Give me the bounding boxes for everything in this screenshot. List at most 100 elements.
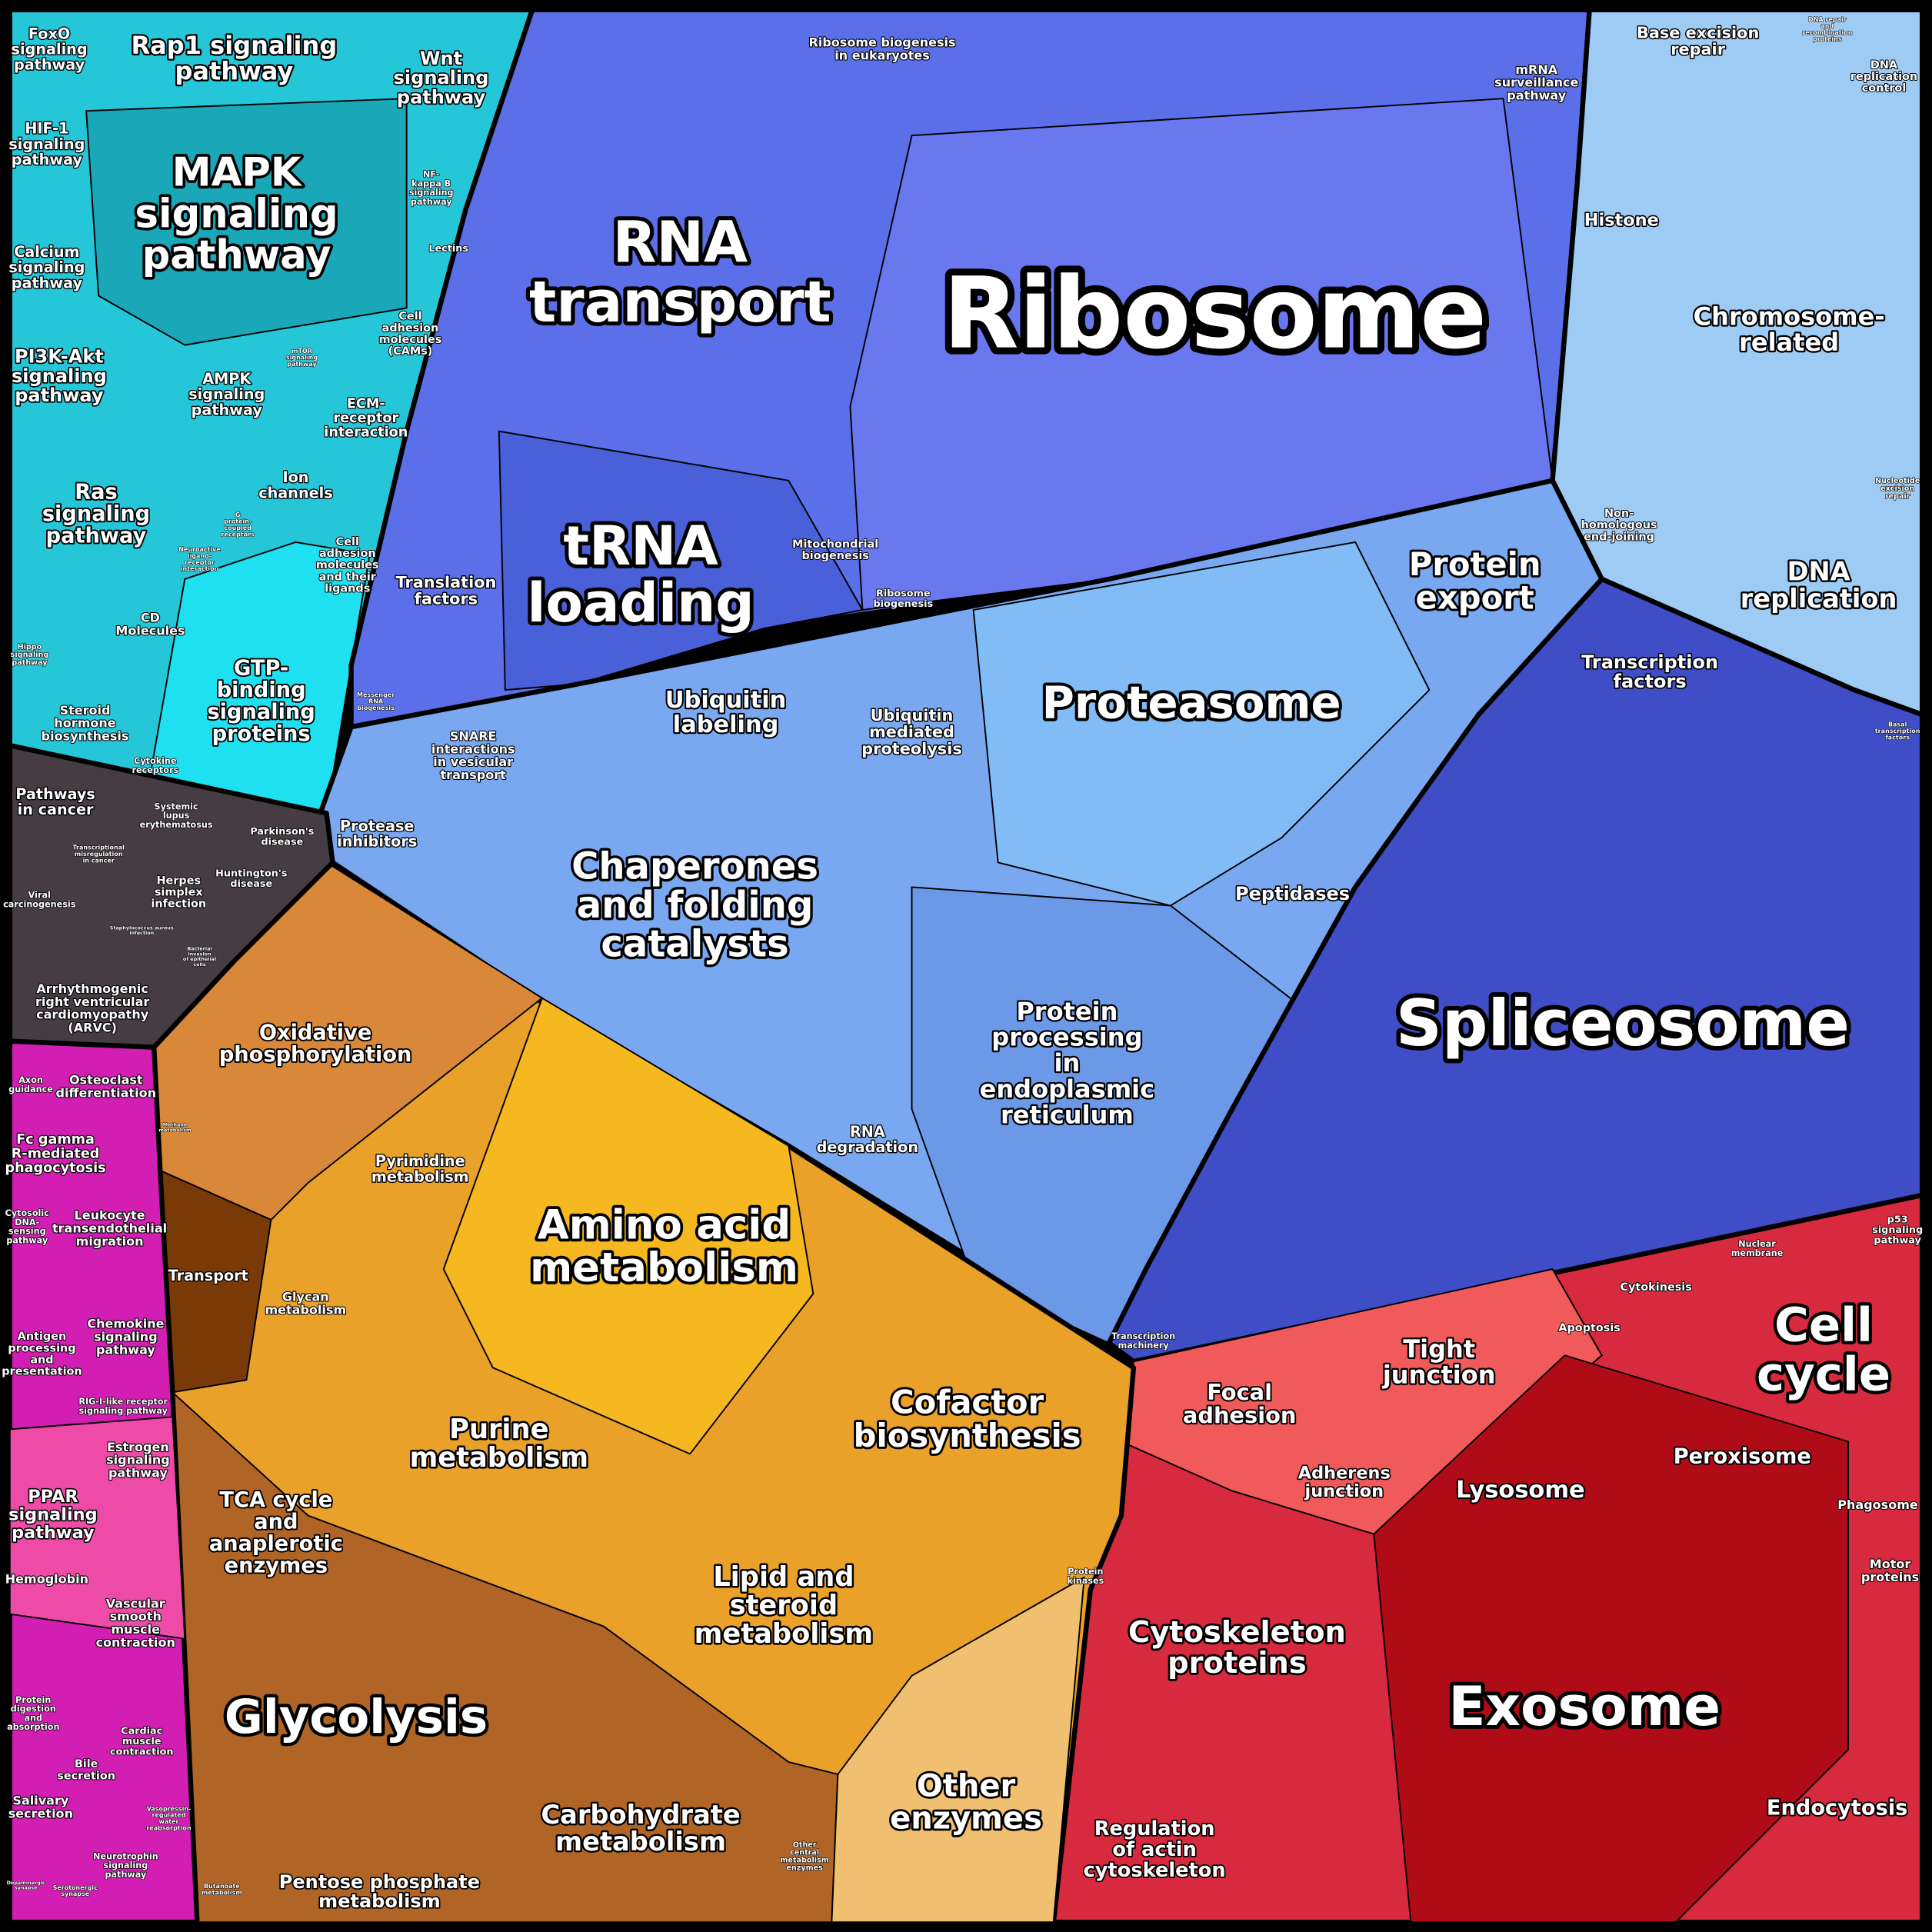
- region-label: cardiomyopathy: [36, 1008, 149, 1022]
- region-label: pathway: [96, 1342, 155, 1357]
- region-label: pathway: [192, 401, 263, 418]
- region-label: Basal: [1888, 721, 1907, 728]
- region-label: pathway: [142, 232, 331, 278]
- region-label: Arrhythmogenic: [36, 981, 148, 996]
- region-label: signaling: [135, 191, 338, 237]
- region-label: proteins: [1861, 1570, 1919, 1584]
- region-label: of epithelial: [183, 956, 216, 962]
- region-label: disease: [230, 878, 272, 890]
- region-label: biogenesis: [802, 550, 869, 562]
- region-label: control: [1862, 82, 1907, 95]
- region-label: Leukocyte: [75, 1208, 145, 1223]
- region-label: signaling: [12, 41, 88, 58]
- region-label: Ribosome biogenesis: [809, 35, 956, 50]
- region-label: anaplerotic: [209, 1532, 343, 1556]
- region-label: Salivary: [12, 1794, 68, 1808]
- region-label: cells: [193, 961, 206, 968]
- region-label: Tight: [1403, 1334, 1475, 1364]
- region-label: surveillance: [1494, 75, 1578, 90]
- region-label: Chaperones: [571, 844, 818, 888]
- region-label: membrane: [1731, 1248, 1784, 1258]
- region-label: signaling: [42, 502, 150, 526]
- region-label: Pyrimidine: [375, 1152, 465, 1170]
- region-label: endoplasmic: [980, 1074, 1154, 1104]
- region-label: SNARE: [450, 729, 497, 744]
- region-label: Pathways: [15, 785, 95, 803]
- region-label: Endocytosis: [1767, 1796, 1907, 1820]
- region-label: RNA: [368, 698, 384, 705]
- region-label: Lysosome: [1456, 1477, 1585, 1504]
- region-label: molecules: [316, 559, 379, 571]
- region-label: Bile: [75, 1758, 98, 1770]
- region-label: receptor: [185, 559, 215, 566]
- region-label: excision: [1880, 485, 1914, 493]
- region-label: cycle: [1757, 1347, 1890, 1402]
- region-label: Herpes: [156, 874, 201, 887]
- region-label: Osteoclast: [69, 1072, 143, 1087]
- region-label: pathway: [411, 197, 452, 207]
- region-label: in: [1054, 1048, 1080, 1078]
- region-label: Nuclear: [1738, 1239, 1776, 1249]
- region-label: biogenesis: [357, 705, 395, 711]
- region-label: transport: [529, 270, 831, 335]
- region-label: guidance: [8, 1084, 53, 1094]
- region-label: signaling: [207, 701, 315, 724]
- region-label: replication: [1740, 584, 1897, 614]
- region-label: and: [30, 1354, 53, 1366]
- region-label: presentation: [2, 1366, 82, 1378]
- region-label: signaling: [106, 1453, 170, 1467]
- region-label: R-mediated: [12, 1146, 100, 1161]
- region-label: RIG-I-like receptor: [78, 1397, 168, 1407]
- region-label: p53: [1887, 1214, 1908, 1226]
- region-label: carcinogenesis: [3, 899, 76, 909]
- region-label: metabolism: [530, 1244, 798, 1291]
- region-label: Oxidative: [259, 1021, 371, 1045]
- region-label: steroid: [730, 1590, 838, 1621]
- splicing-group: [1106, 576, 1925, 1364]
- region-label: Motor: [1870, 1557, 1911, 1571]
- region-label: Pentose phosphate: [279, 1871, 480, 1893]
- region-label: Transport: [168, 1267, 248, 1284]
- region-label: Protein: [1409, 545, 1541, 583]
- region-label: signaling: [1872, 1224, 1923, 1236]
- region-label: enzymes: [890, 1801, 1042, 1837]
- region-label: Staphylococcus aureus: [110, 924, 174, 931]
- region-label: ligands: [325, 582, 370, 595]
- region-label: machinery: [1118, 1341, 1170, 1351]
- region-label: RNA: [850, 1123, 885, 1141]
- region-label: metabolism: [265, 1302, 346, 1317]
- region-label: Glycan: [282, 1289, 329, 1304]
- region-label: enzymes: [225, 1554, 328, 1578]
- region-label: Axon: [18, 1075, 43, 1085]
- mapk-area: [85, 98, 408, 346]
- glycolysis-area: [172, 1391, 839, 1924]
- region-label: receptors: [222, 531, 255, 538]
- region-label: ECM-: [347, 396, 385, 411]
- region-label: pathway: [175, 57, 294, 86]
- region-label: Vasopressin-: [147, 1805, 192, 1812]
- region-label: Neuroactive: [178, 546, 221, 553]
- ppar-area: [8, 1416, 186, 1640]
- region-label: Methane: [163, 1122, 188, 1128]
- region-label: loading: [527, 571, 754, 635]
- region-label: Spliceosome: [1396, 986, 1850, 1061]
- region-label: Ubiquitin: [871, 706, 954, 724]
- region-label: proteins: [1168, 1646, 1307, 1681]
- region-label: Cell: [1774, 1298, 1873, 1353]
- region-label: kinases: [1068, 1576, 1104, 1586]
- region-label: DNA repair: [1808, 16, 1847, 23]
- region-label: Non-: [1604, 508, 1634, 520]
- region-label: simplex: [155, 887, 204, 899]
- region-label: pathway: [12, 151, 83, 168]
- region-label: Cardiac: [121, 1725, 162, 1737]
- other-enzymes-area: [831, 1576, 1085, 1924]
- region-label: AMPK: [202, 370, 251, 388]
- region-label: Protease: [340, 817, 414, 834]
- region-label: pathway: [12, 1523, 95, 1543]
- region-label: factors: [1614, 671, 1687, 692]
- region-label: and: [1820, 23, 1834, 30]
- region-label: signaling: [409, 188, 454, 198]
- region-label: in eukaryotes: [834, 48, 930, 62]
